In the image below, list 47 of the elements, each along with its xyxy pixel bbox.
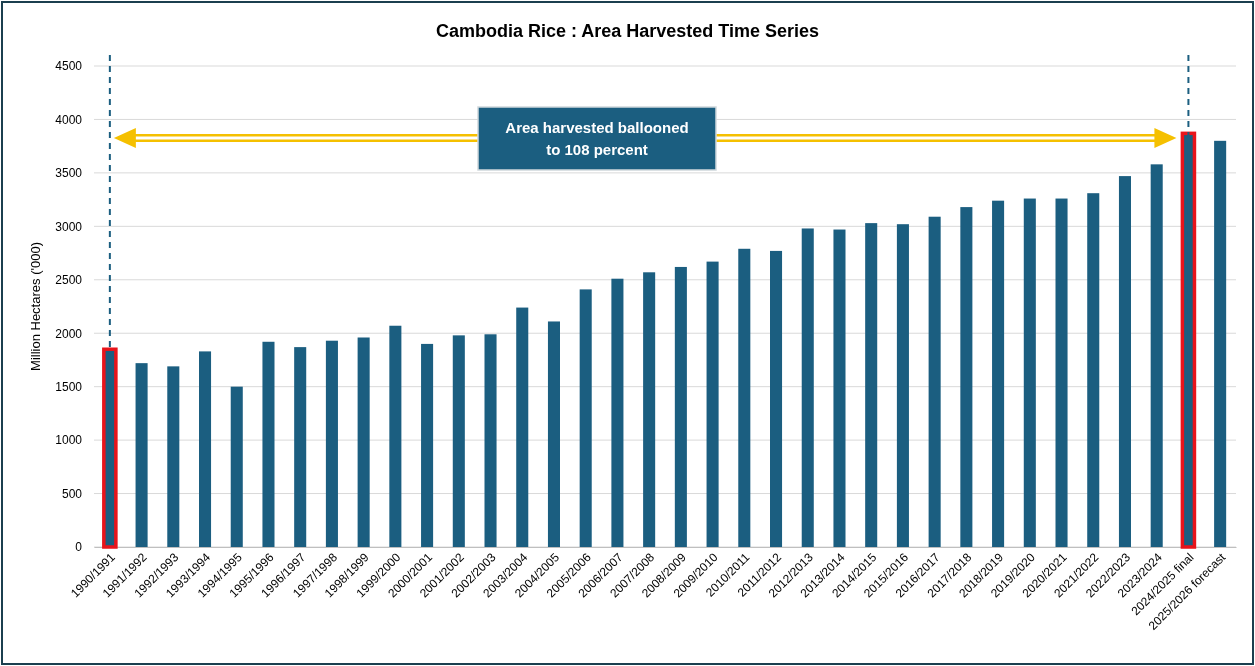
bar	[865, 223, 878, 547]
bar	[294, 347, 307, 547]
chart-title: Cambodia Rice : Area Harvested Time Series	[435, 21, 820, 41]
bar	[1023, 198, 1036, 547]
bar	[928, 216, 941, 547]
bar	[389, 325, 402, 547]
bar	[1214, 140, 1227, 547]
bar	[325, 340, 338, 547]
y-axis-title: Million Hectares ('000)	[28, 242, 43, 371]
bar	[643, 272, 656, 547]
bar	[674, 266, 687, 547]
bar	[357, 337, 370, 547]
bar	[199, 351, 212, 547]
bar	[1087, 193, 1100, 547]
bar	[611, 278, 624, 547]
bar	[833, 229, 846, 547]
bar	[1118, 176, 1131, 547]
bar	[1150, 164, 1163, 547]
bar	[579, 289, 592, 547]
bar	[135, 363, 148, 547]
bar	[770, 250, 783, 547]
bar	[960, 207, 973, 547]
y-tick-label: 4500	[55, 59, 83, 74]
y-tick-label: 1000	[55, 433, 83, 448]
y-tick-label: 3500	[55, 166, 83, 181]
y-tick-label: 0	[75, 540, 83, 555]
bar	[262, 341, 275, 547]
bar	[230, 386, 243, 547]
bar	[992, 200, 1005, 547]
bar	[547, 321, 560, 547]
bar	[738, 248, 751, 547]
y-tick-label: 2000	[55, 326, 83, 341]
y-tick-label: 4000	[55, 112, 83, 127]
bar	[706, 261, 719, 547]
y-tick-label: 500	[61, 486, 83, 501]
bar	[421, 343, 434, 547]
y-tick-label: 1500	[55, 380, 83, 395]
bar	[801, 228, 814, 547]
y-tick-label: 3000	[55, 219, 83, 234]
bar	[484, 334, 497, 547]
bar	[452, 335, 465, 547]
bar	[167, 366, 180, 547]
bar	[896, 224, 909, 547]
annotation: Area harvested ballooned to 108 percent	[505, 119, 689, 158]
bar	[516, 307, 529, 547]
y-tick-label: 2500	[55, 273, 83, 288]
bar	[1055, 198, 1068, 547]
